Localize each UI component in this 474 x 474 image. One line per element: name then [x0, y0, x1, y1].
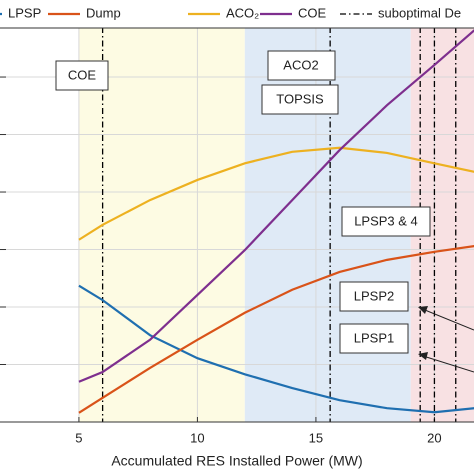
legend-label: Dump — [86, 5, 121, 20]
arrow-head — [418, 352, 428, 360]
annotation-box — [339, 323, 409, 354]
legend-label: suboptimal De — [378, 5, 461, 20]
series-line — [78, 29, 474, 383]
x-tick-label: 20 — [427, 430, 441, 445]
annotation: ACO2 — [283, 57, 318, 72]
legend: LPSP Dump ACO₂ COE suboptimal De — [0, 0, 474, 29]
legend-label: LPSP — [8, 5, 41, 20]
annotation: TOPSIS — [276, 91, 324, 106]
x-tick-label: 15 — [309, 430, 323, 445]
annotation: LPSP2 — [354, 288, 394, 303]
x-axis-label: Accumulated RES Installed Power (MW) — [111, 453, 362, 469]
series-line — [78, 146, 474, 241]
legend-label: ACO₂ — [226, 5, 259, 20]
legend-label: COE — [298, 5, 327, 20]
annotation-box — [339, 281, 409, 312]
annotation-box — [341, 206, 431, 237]
annotation: LPSP1 — [354, 330, 394, 345]
series-line — [78, 284, 474, 414]
arrow — [419, 307, 474, 331]
annotation: COE — [68, 67, 97, 82]
arrow-head — [418, 306, 428, 314]
annotations: COE ACO2 TOPSIS LPSP3 & 4 LPSP2 LPSP1 — [55, 50, 474, 373]
x-tick-label: 5 — [75, 430, 82, 445]
annotation-box — [267, 50, 336, 81]
arrow — [419, 354, 474, 373]
annotation: LPSP3 & 4 — [354, 213, 418, 228]
annotation-box — [55, 60, 109, 91]
annotation-box — [261, 84, 339, 115]
x-tick-label: 10 — [190, 430, 204, 445]
series-line — [78, 245, 474, 414]
